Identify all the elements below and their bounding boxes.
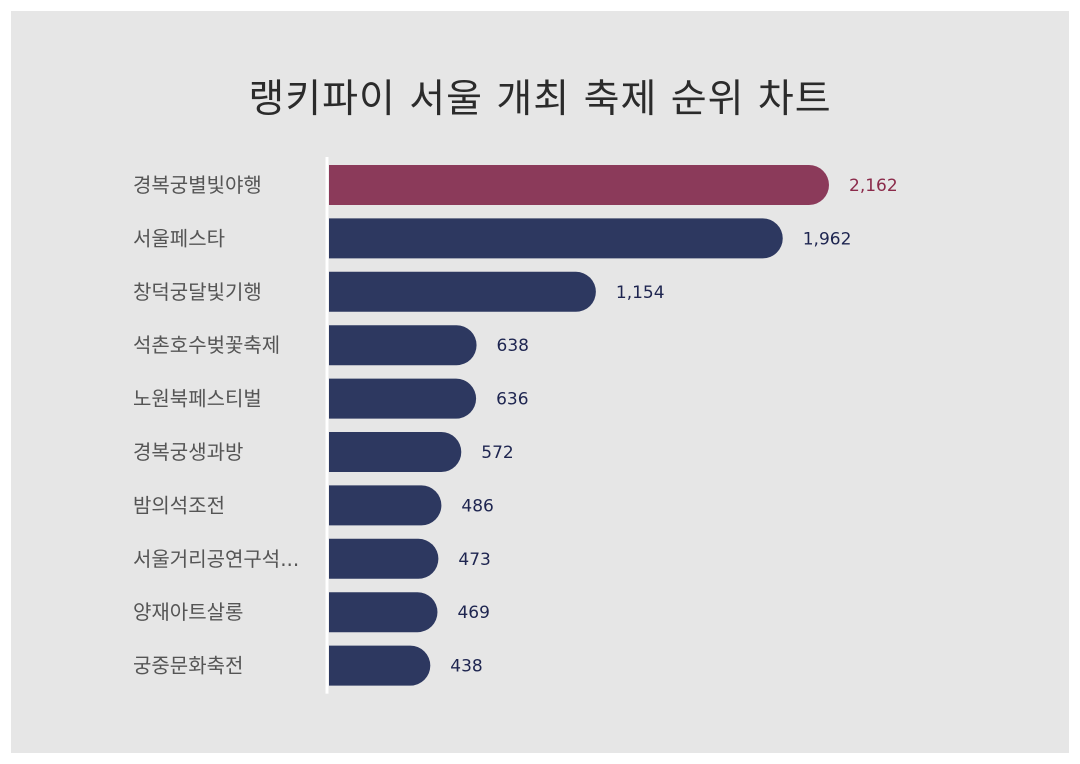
- value-label: 469: [457, 603, 489, 623]
- category-label: 경복궁생과방: [133, 440, 243, 464]
- category-label: 밤의석조전: [133, 493, 225, 517]
- value-label: 572: [481, 443, 513, 463]
- category-label: 양재아트살롱: [133, 600, 243, 624]
- value-label: 438: [450, 657, 482, 677]
- category-label: 궁중문화축전: [133, 654, 243, 678]
- value-label: 1,154: [616, 283, 665, 303]
- value-label: 473: [458, 550, 490, 570]
- chart-title: 랭키파이 서울 개최 축제 순위 차트: [248, 77, 832, 122]
- bar-2: [329, 218, 783, 259]
- category-label: 석촌호수벚꽃축제: [133, 333, 280, 357]
- bar-7: [329, 485, 442, 526]
- category-label: 경복궁별빛야행: [133, 173, 262, 197]
- category-label: 노원북페스티벌: [133, 387, 262, 411]
- chart-background: [11, 11, 1069, 753]
- value-label: 638: [497, 336, 529, 356]
- value-label: 2,162: [849, 176, 898, 196]
- bar-10: [329, 645, 431, 686]
- bar-4: [329, 325, 477, 366]
- category-label: 서울거리공연구석...: [133, 547, 299, 571]
- value-label: 636: [496, 390, 528, 410]
- bar-5: [329, 378, 477, 419]
- bar-8: [329, 538, 439, 579]
- value-label: 1,962: [803, 229, 852, 249]
- value-label: 486: [461, 496, 493, 516]
- bar-9: [329, 592, 438, 633]
- category-label: 창덕궁달빛기행: [133, 280, 262, 304]
- bar-3: [329, 271, 596, 312]
- category-label: 서울페스타: [133, 226, 225, 250]
- bar-1: [329, 165, 829, 205]
- bar-6: [329, 432, 462, 472]
